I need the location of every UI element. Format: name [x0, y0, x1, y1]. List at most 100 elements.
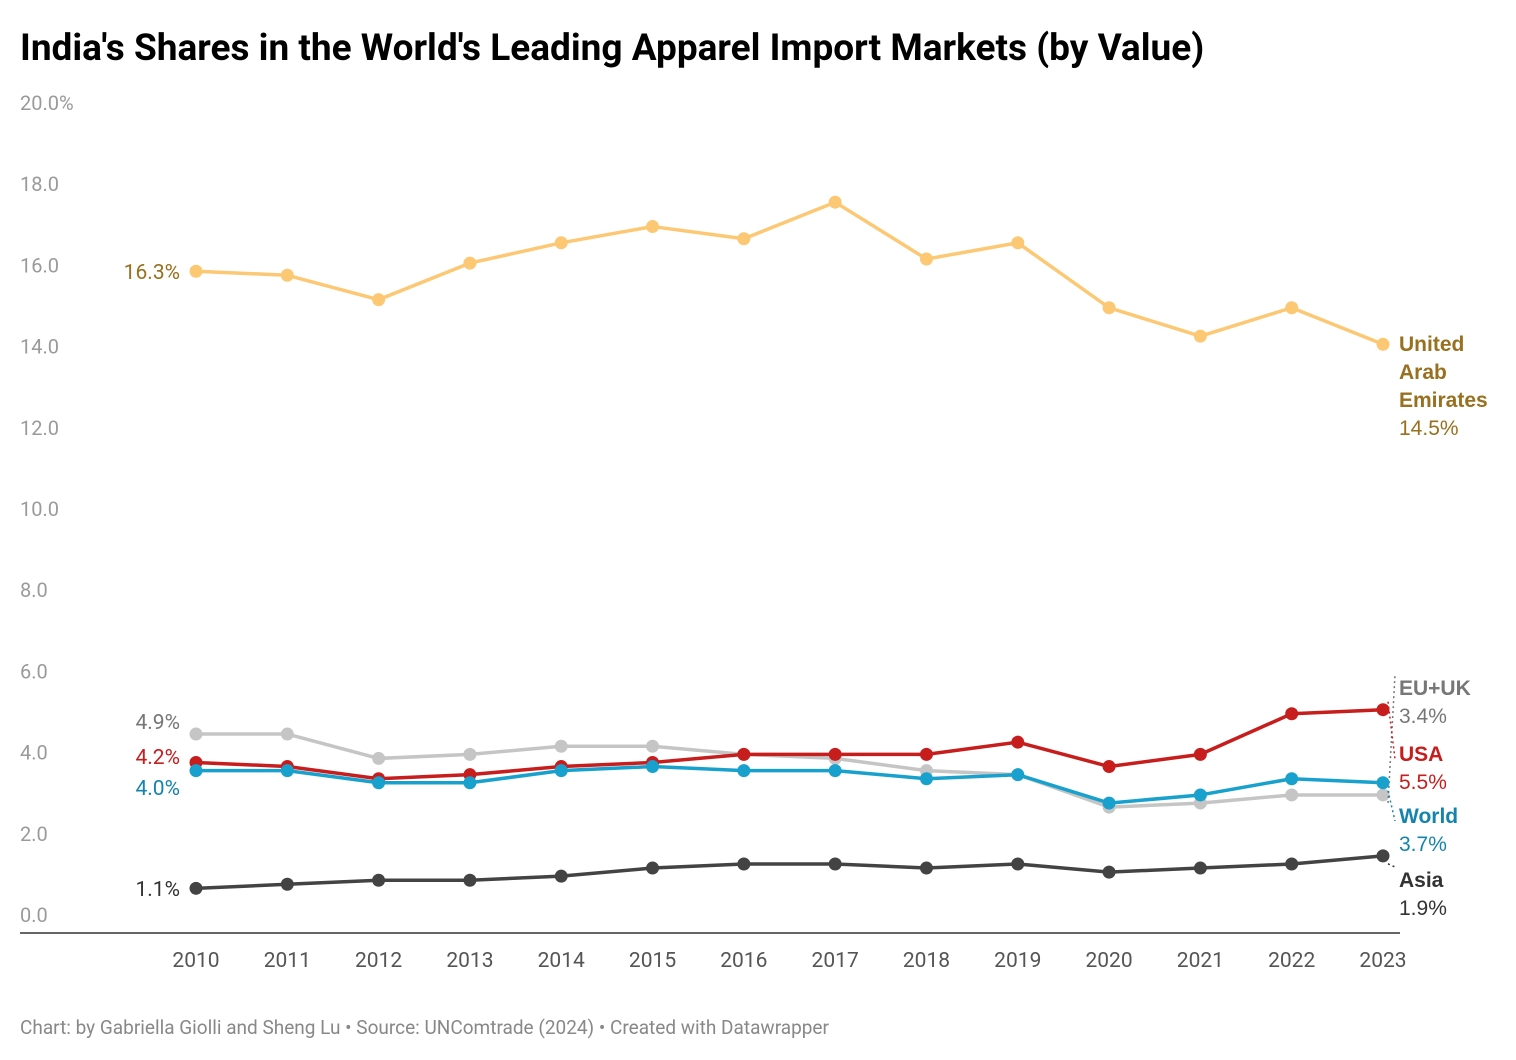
point	[554, 869, 568, 883]
point	[372, 293, 386, 307]
point	[463, 776, 477, 790]
x-tick-label: 2013	[446, 949, 493, 973]
chart-title: India's Shares in the World's Leading Ap…	[20, 27, 1204, 70]
point	[280, 877, 294, 891]
point	[1102, 865, 1116, 879]
point	[1285, 788, 1299, 802]
point	[919, 252, 933, 266]
connector	[1387, 790, 1396, 822]
point	[646, 220, 660, 234]
end-label: USA 5.5%	[1399, 741, 1499, 797]
point	[828, 747, 842, 761]
x-tick-label: 2022	[1268, 949, 1315, 973]
point	[919, 861, 933, 875]
y-tick-label: 12.0	[20, 416, 59, 440]
end-label: World 3.7%	[1399, 803, 1499, 859]
y-tick-label: 14.0	[20, 335, 59, 359]
point	[554, 764, 568, 778]
start-label: 16.3%	[124, 261, 180, 285]
x-tick-label: 2020	[1085, 949, 1132, 973]
x-tick-label: 2015	[629, 949, 676, 973]
series-line	[196, 732, 1383, 809]
series-line	[195, 707, 1384, 781]
point	[646, 861, 660, 875]
point	[737, 747, 751, 761]
series-line	[195, 854, 1384, 891]
y-tick-label: 6.0	[20, 659, 48, 683]
point	[463, 256, 477, 270]
point	[189, 881, 203, 895]
point	[1285, 707, 1299, 721]
point	[372, 776, 386, 790]
point	[554, 236, 568, 250]
point	[1011, 236, 1025, 250]
series-line	[196, 764, 1384, 805]
point	[737, 764, 751, 778]
series-name: Asia	[1399, 869, 1444, 892]
x-tick-label: 2014	[538, 949, 585, 973]
end-label: EU+UK 3.4%	[1399, 675, 1499, 731]
series-line	[195, 200, 1384, 346]
y-tick-label: 10.0	[20, 497, 59, 521]
point	[1376, 703, 1390, 717]
point	[1376, 776, 1390, 790]
footer: Chart: by Gabriella Giolli and Sheng Lu …	[20, 1016, 830, 1039]
y-tick-label: 20.0%	[20, 91, 74, 115]
point	[1102, 760, 1116, 774]
x-tick-label: 2023	[1359, 949, 1406, 973]
start-label: 4.0%	[135, 777, 180, 801]
point	[554, 739, 568, 753]
x-tick-label: 2017	[812, 949, 859, 973]
x-tick-label: 2019	[994, 949, 1041, 973]
point	[1011, 768, 1025, 782]
point	[372, 751, 386, 765]
end-value: 3.7%	[1399, 833, 1447, 856]
point	[737, 232, 751, 246]
y-tick-label: 2.0	[20, 822, 48, 846]
point	[280, 268, 294, 282]
point	[1102, 796, 1116, 810]
point	[1102, 301, 1116, 315]
start-label: 4.2%	[135, 746, 180, 770]
y-tick-label: 4.0	[20, 741, 48, 765]
series-name: World	[1399, 805, 1459, 828]
point	[1376, 788, 1390, 802]
point	[1011, 735, 1025, 749]
point	[1193, 329, 1207, 343]
point	[1193, 747, 1207, 761]
point	[646, 760, 660, 774]
point	[646, 739, 660, 753]
point	[1285, 772, 1299, 786]
x-tick-label: 2012	[355, 949, 402, 973]
end-value: 5.5%	[1399, 771, 1447, 794]
point	[463, 873, 477, 887]
y-tick-label: 8.0	[20, 578, 48, 602]
end-label: United Arab Emirates 14.5%	[1399, 331, 1499, 443]
point	[919, 772, 933, 786]
connector	[1387, 863, 1396, 868]
series-name: EU+UK	[1399, 677, 1471, 700]
x-tick-label: 2016	[720, 949, 767, 973]
series-name: USA	[1399, 743, 1444, 766]
start-label: 4.9%	[135, 711, 180, 735]
point	[828, 764, 842, 778]
point	[372, 873, 386, 887]
x-tick-label: 2021	[1177, 949, 1224, 973]
end-value: 14.5%	[1399, 417, 1459, 440]
x-tick-label: 2018	[903, 949, 950, 973]
end-value: 1.9%	[1399, 897, 1447, 920]
point	[828, 195, 842, 209]
point	[1376, 337, 1390, 351]
x-tick-label: 2011	[264, 949, 311, 973]
point	[189, 764, 203, 778]
y-tick-label: 16.0	[20, 253, 59, 277]
point	[463, 747, 477, 761]
x-tick-label: 2010	[172, 949, 219, 973]
start-label: 1.1%	[135, 878, 180, 902]
y-tick-label: 18.0	[20, 172, 59, 196]
point	[280, 727, 294, 741]
point	[828, 857, 842, 871]
point	[1285, 857, 1299, 871]
